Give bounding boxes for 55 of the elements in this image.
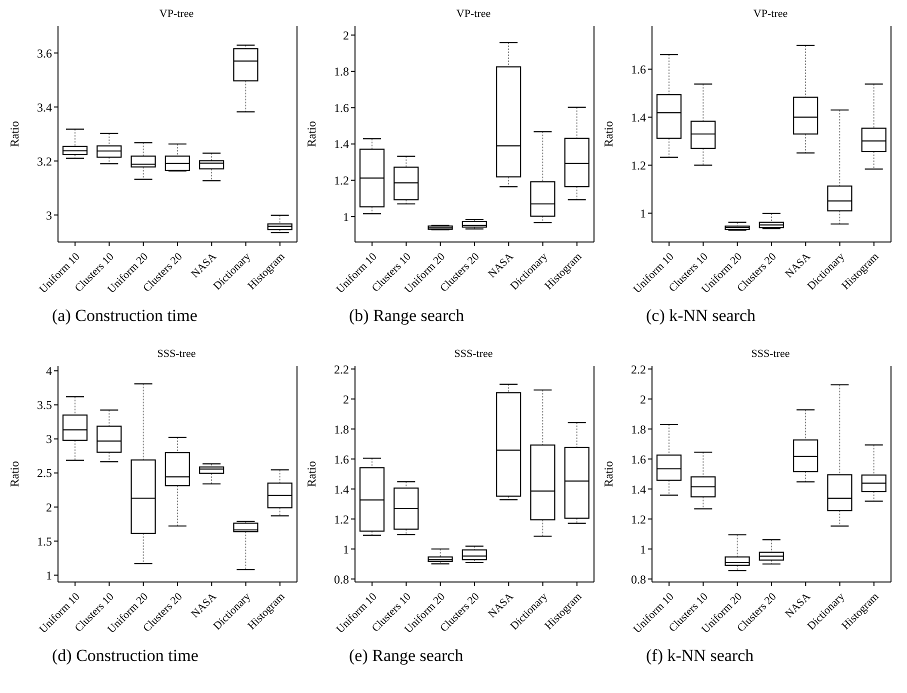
y-axis-title: Ratio [601,461,616,487]
x-axis-title: (f) k-NN search [645,646,755,666]
y-tick-label: 0.8 [631,572,646,586]
chart-title: VP-tree [455,8,492,22]
y-tick-label: 1 [640,206,646,220]
y-axis-title: Ratio [304,461,318,487]
y-tick-label: 3.6 [37,46,52,60]
y-tick-label: 3.2 [37,154,52,168]
y-tick-label: 1.8 [334,64,349,79]
y-tick-label: 1.2 [631,512,646,526]
y-tick-label: 2 [640,392,646,406]
y-tick-label: 2 [343,392,349,406]
y-tick-label: 3 [46,208,52,222]
y-tick-label: 1.2 [631,158,646,172]
y-tick-label: 1.6 [631,452,646,466]
y-tick-label: 1.6 [334,452,349,466]
x-axis-title: (a) Construction time [51,306,198,326]
y-tick-label: 1.8 [631,422,646,436]
chart-title: VP-tree [752,8,789,22]
y-tick-label: 2 [46,500,52,514]
y-tick-label: 3 [46,432,52,446]
y-tick-label: 1.2 [334,174,349,188]
y-tick-label: 2 [343,28,349,42]
y-tick-label: 1.5 [37,534,52,548]
y-axis-title: Ratio [304,121,318,147]
chart-title: SSS-tree [453,348,494,362]
y-tick-label: 1.4 [334,137,349,152]
x-axis-title: (d) Construction time [51,646,200,666]
y-axis-title: Ratio [7,121,22,147]
y-tick-label: 3.4 [37,100,52,114]
y-tick-label: 1 [640,542,646,556]
x-axis-title: (b) Range search [348,306,466,326]
y-tick-label: 1 [343,210,349,224]
y-tick-label: 1.4 [334,482,349,496]
y-tick-label: 3.5 [37,398,52,412]
y-axis-title: Ratio [601,121,616,147]
y-tick-label: 2.2 [631,362,646,376]
x-axis-title: (e) Range search [348,646,464,666]
y-tick-label: 2.5 [37,466,52,480]
y-tick-label: 4 [46,364,52,378]
chart-title: SSS-tree [750,348,791,362]
y-tick-label: 0.8 [334,572,349,586]
chart-title: SSS-tree [156,348,197,362]
y-axis-title: Ratio [7,461,22,487]
y-tick-label: 1 [46,568,52,582]
y-tick-label: 1.6 [334,100,349,115]
y-tick-label: 1.6 [631,62,646,76]
y-tick-label: 1.2 [334,512,349,526]
x-axis-title: (c) k-NN search [645,306,756,326]
y-tick-label: 1 [343,542,349,556]
y-tick-label: 1.4 [631,482,646,496]
chart-title: VP-tree [158,8,195,22]
y-tick-label: 2.2 [334,362,349,376]
y-tick-label: 1.8 [334,422,349,436]
y-tick-label: 1.4 [631,110,646,124]
